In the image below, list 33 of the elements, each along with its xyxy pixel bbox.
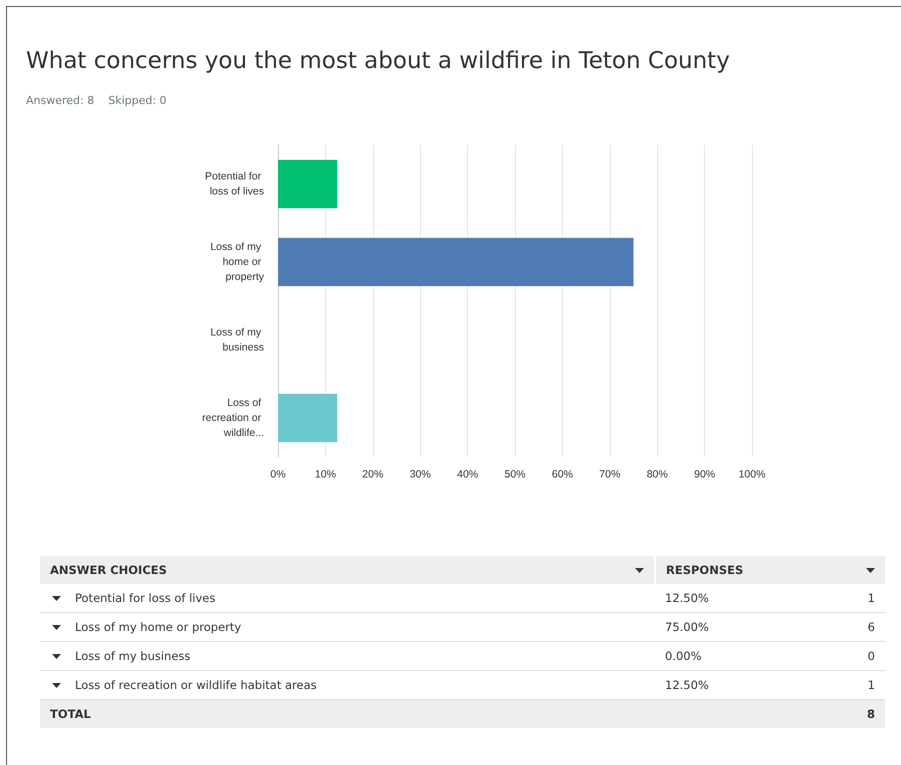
y-tick-label: Loss of recreation or wildlife... — [202, 397, 264, 439]
text: 0 — [845, 642, 885, 670]
text: 75.00% — [655, 612, 845, 642]
text: Potential for loss of lives — [75, 591, 216, 605]
text: TOTAL — [40, 700, 655, 728]
chart-title: What concerns you the most about a wildfire in Teton County — [26, 48, 730, 74]
x-tick-label: 0% — [270, 468, 286, 480]
x-tick-label: 50% — [504, 468, 526, 480]
text: 0.00% — [655, 642, 845, 670]
text: RESPONSES — [655, 556, 885, 584]
text: 12.50% — [655, 584, 845, 612]
x-tick-label: 90% — [694, 468, 716, 480]
text: ANSWER CHOICES — [40, 556, 655, 584]
text: 1 — [845, 584, 885, 612]
text: 1 — [845, 670, 885, 700]
y-tick-label: Loss of my business — [210, 326, 264, 354]
x-tick-label: 30% — [410, 468, 431, 480]
x-tick-label: 10% — [314, 468, 336, 480]
text: Loss of my business — [75, 649, 190, 663]
text: Answered: 8 Skipped: 0 — [26, 94, 167, 107]
y-tick-label: Loss of my home or property — [210, 241, 265, 283]
x-tick-label: 60% — [552, 468, 573, 480]
text: 6 — [845, 612, 885, 642]
x-tick-label: 20% — [362, 468, 384, 480]
text: 8 — [845, 700, 885, 728]
text: 12.50% — [655, 670, 845, 700]
x-tick-label: 100% — [738, 468, 766, 480]
text: Loss of my home or property — [75, 620, 242, 634]
x-tick-label: 70% — [599, 468, 620, 480]
x-tick-label: 40% — [457, 468, 478, 480]
x-tick-label: 80% — [646, 468, 668, 480]
text: Loss of recreation or wildlife habitat areas — [75, 678, 317, 692]
y-tick-label: Potential for loss of lives — [205, 170, 264, 198]
